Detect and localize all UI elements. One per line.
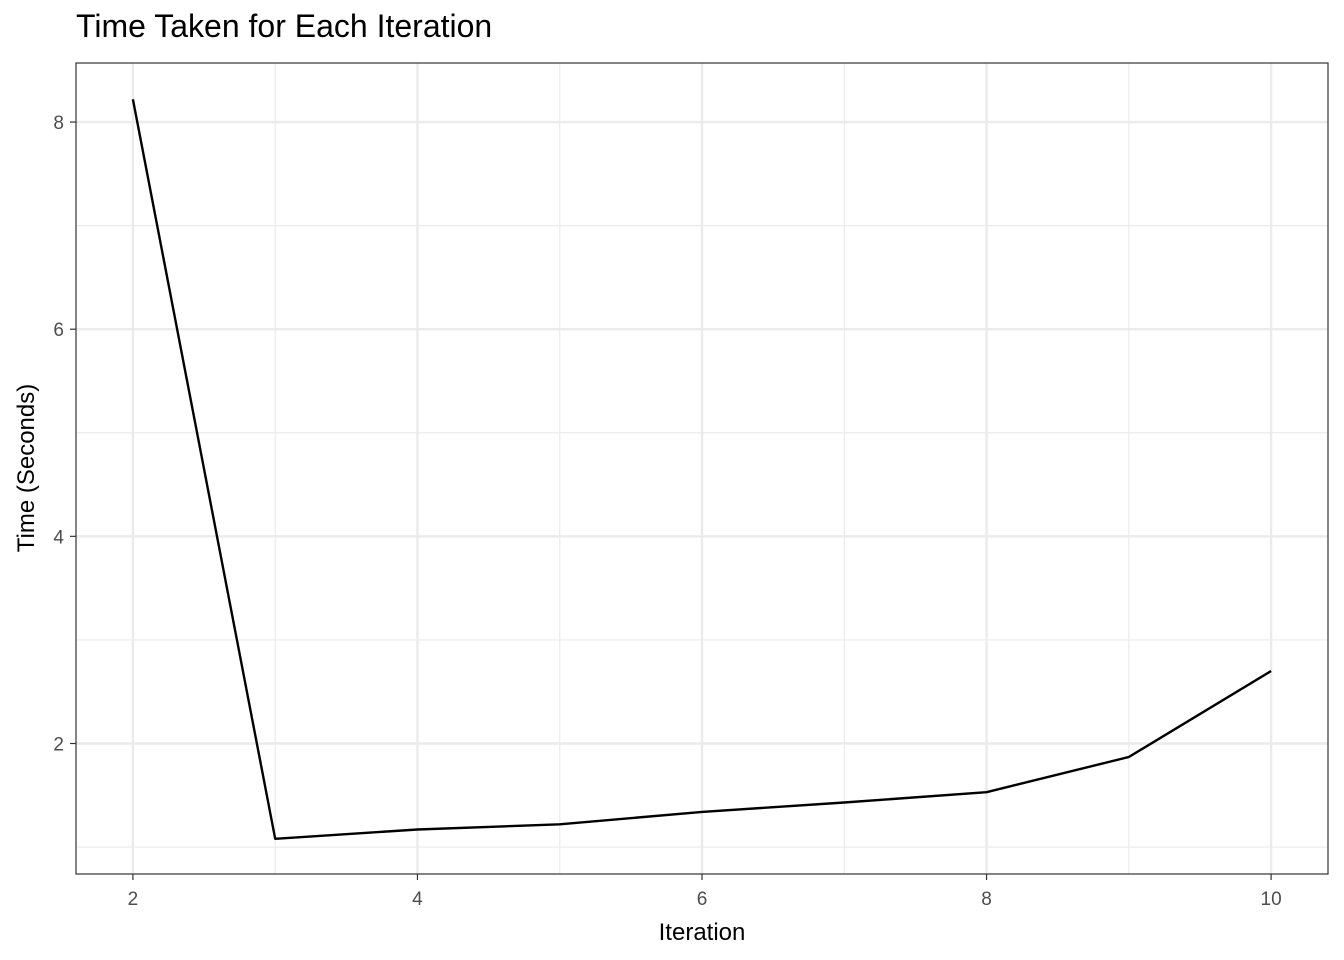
x-tick-label: 4 bbox=[412, 889, 423, 910]
chart-title: Time Taken for Each Iteration bbox=[76, 8, 493, 44]
y-tick-label: 4 bbox=[53, 527, 64, 548]
x-tick-label: 10 bbox=[1261, 889, 1282, 910]
axis-ticks: 2 4 6 8 10 2 4 6 8 bbox=[53, 113, 1281, 910]
x-tick-label: 8 bbox=[981, 889, 992, 910]
y-axis-title: Time (Seconds) bbox=[13, 384, 40, 553]
grid-lines bbox=[76, 63, 1328, 874]
y-tick-label: 8 bbox=[53, 113, 64, 134]
y-tick-label: 2 bbox=[53, 734, 64, 755]
series-line bbox=[131, 99, 1272, 840]
y-tick-label: 6 bbox=[53, 320, 64, 341]
data-line bbox=[131, 99, 1272, 840]
x-tick-label: 6 bbox=[697, 889, 708, 910]
x-axis-title: Iteration bbox=[659, 919, 746, 946]
x-tick-label: 2 bbox=[128, 889, 139, 910]
